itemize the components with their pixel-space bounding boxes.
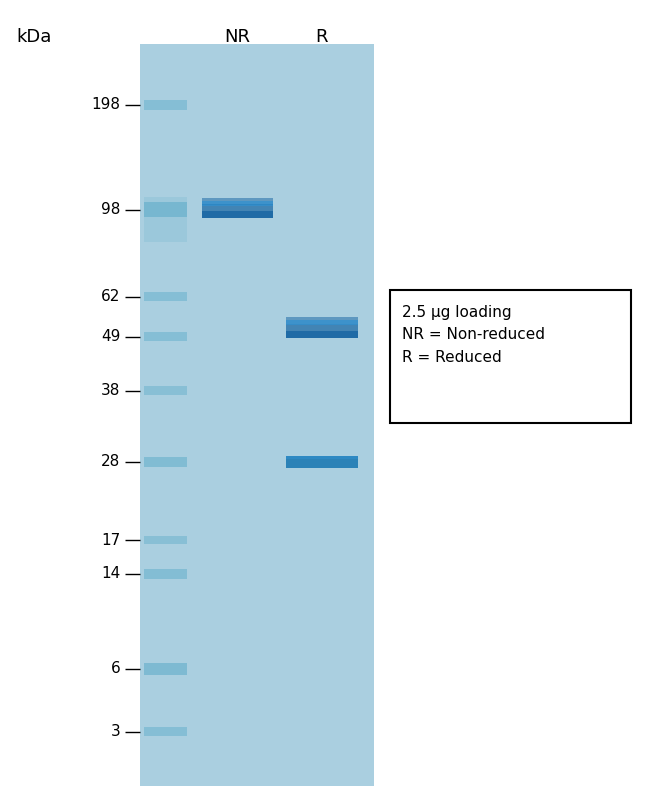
Bar xyxy=(144,457,187,467)
Text: 2.5 μg loading
NR = Non-reduced
R = Reduced: 2.5 μg loading NR = Non-reduced R = Redu… xyxy=(402,305,545,365)
Bar xyxy=(202,198,273,206)
Bar xyxy=(144,535,187,545)
Bar xyxy=(286,318,358,325)
Text: kDa: kDa xyxy=(16,28,51,46)
Bar xyxy=(144,386,187,395)
Text: 38: 38 xyxy=(101,384,120,398)
Text: 28: 28 xyxy=(101,455,120,469)
Bar xyxy=(144,99,187,110)
Text: 62: 62 xyxy=(101,289,120,304)
Bar xyxy=(144,292,187,301)
Bar xyxy=(390,290,630,423)
Text: 6: 6 xyxy=(111,662,120,676)
Bar xyxy=(144,569,187,579)
Text: 3: 3 xyxy=(111,725,120,739)
Bar xyxy=(286,456,358,459)
Bar xyxy=(144,332,187,342)
Bar xyxy=(202,211,273,218)
Text: 98: 98 xyxy=(101,202,120,217)
Text: NR: NR xyxy=(224,28,250,46)
Bar xyxy=(144,197,187,242)
Bar xyxy=(202,201,273,206)
Text: 198: 198 xyxy=(91,98,120,112)
Bar xyxy=(140,44,374,786)
Text: R: R xyxy=(315,28,328,46)
Text: 14: 14 xyxy=(101,567,120,581)
Bar xyxy=(144,202,187,217)
Bar xyxy=(286,456,358,467)
Bar xyxy=(286,330,358,338)
Bar xyxy=(144,663,187,675)
Text: 49: 49 xyxy=(101,330,120,344)
Bar xyxy=(286,323,358,330)
Bar xyxy=(144,727,187,737)
Text: 17: 17 xyxy=(101,533,120,547)
Bar xyxy=(202,204,273,211)
Bar xyxy=(286,320,358,325)
